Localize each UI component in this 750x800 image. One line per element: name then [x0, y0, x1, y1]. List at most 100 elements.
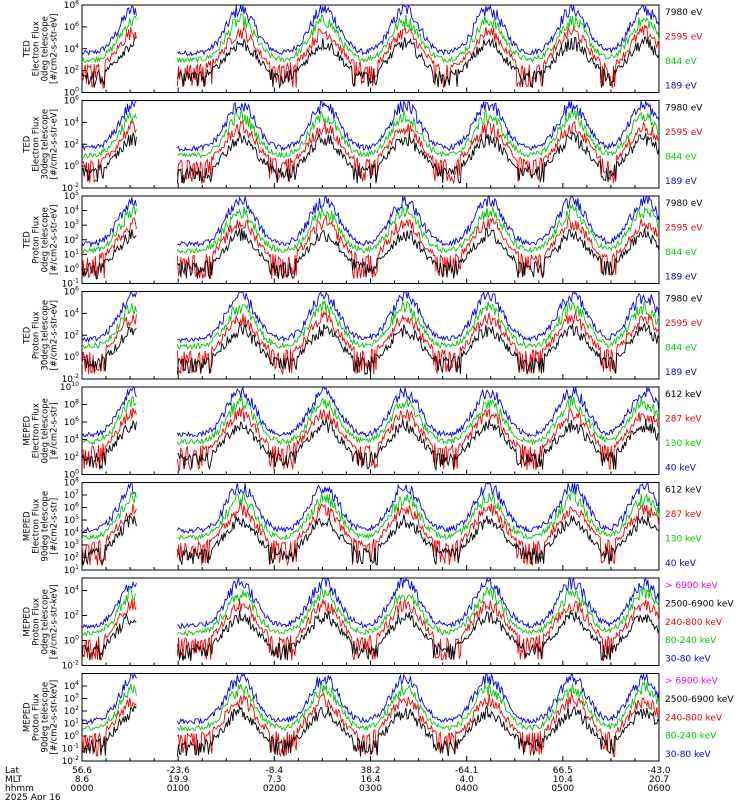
- legend-entry: 40 keV: [665, 464, 697, 474]
- x-tick-mlt: 8.6: [75, 775, 90, 785]
- series-line-7980-ev: [81, 131, 660, 184]
- series-line-189-ev: [81, 290, 660, 344]
- legend-entry: 287 keV: [665, 415, 702, 425]
- series-line-130-kev: [81, 490, 660, 542]
- legend-entry: 7980 eV: [665, 199, 703, 209]
- series-line-30-80-kev: [81, 577, 660, 630]
- y-tick-label: 1010: [60, 381, 79, 393]
- series-line-80-240-kev: [81, 680, 660, 733]
- legend-entry: 844 eV: [665, 57, 698, 67]
- x-tick-lat: -23.6: [167, 766, 191, 776]
- legend-entry: 240-800 keV: [665, 713, 723, 723]
- series-line-2500-6900-kev: [81, 610, 660, 661]
- series-line-40-kev: [81, 482, 660, 534]
- series-line-287-kev: [81, 407, 660, 472]
- y-tick-label: 107: [64, 489, 79, 501]
- series-line-130-kev: [81, 396, 660, 446]
- legend-entry: 844 eV: [665, 153, 698, 163]
- y-axis-label-line: [#/cm2-s-str-eV]: [50, 109, 60, 179]
- y-axis-label-line: Electron Flux: [32, 403, 42, 458]
- y-axis-label-line: MEPED: [23, 702, 33, 732]
- panel-7: 10-2 100 102 104 MEPED Proton Flux 0deg telesc…: [23, 577, 734, 672]
- y-axis-label-line: TED: [23, 231, 33, 250]
- y-tick-label: 101: [64, 248, 79, 260]
- y-tick-label: 100: [64, 351, 79, 363]
- y-tick-label: 102: [64, 234, 79, 246]
- series-line-240-800-kev: [81, 598, 660, 662]
- y-axis-label-line: TED: [23, 135, 33, 154]
- y-tick-label: 100: [64, 635, 79, 647]
- legend-entry: 7980 eV: [665, 8, 703, 18]
- y-axis-label-line: Proton Flux: [32, 693, 42, 741]
- y-tick-label: 102: [64, 329, 79, 341]
- y-axis-label: MEPED Proton Flux 0deg telescope [#/cm2-s-s…: [23, 584, 60, 659]
- legend-entry: 2595 eV: [665, 33, 703, 43]
- y-tick-label: 100: [64, 263, 79, 275]
- y-axis-label-line: MEPED: [23, 511, 33, 541]
- y-tick-label: 106: [64, 416, 79, 428]
- legend-entry: 844 eV: [665, 344, 698, 354]
- y-tick-label: 104: [64, 43, 79, 55]
- series-line-844-ev: [81, 300, 660, 351]
- y-axis-label-line: [#/cm2-s-str]: [50, 402, 60, 459]
- series-line-844-ev: [81, 13, 660, 65]
- y-tick-label: 100: [64, 87, 79, 99]
- legend-entry: 240-800 keV: [665, 618, 723, 628]
- x-tick-hhmm: 0200: [263, 784, 286, 794]
- y-tick-label: 106: [64, 286, 79, 298]
- y-axis-label-line: 0deg telescope: [41, 16, 51, 81]
- legend-entry: 2595 eV: [665, 128, 703, 138]
- x-row-label: hhmm: [5, 784, 34, 794]
- y-axis-label-line: [#/cm2-s-str]: [50, 498, 60, 555]
- y-axis-label-line: 30deg telescope: [41, 300, 51, 371]
- legend-entry: 80-240 keV: [665, 636, 717, 646]
- x-tick-mlt: 10.4: [553, 775, 573, 785]
- y-tick-label: 106: [64, 502, 79, 514]
- y-tick-label: 104: [64, 585, 79, 597]
- x-row-label: Lat: [5, 766, 20, 776]
- y-axis-label-line: 0deg telescope: [41, 589, 51, 654]
- legend-entry: 40 keV: [665, 559, 697, 569]
- y-axis-label-line: [#/cm2-s-str-eV]: [50, 300, 60, 370]
- series-line-240-800-kev: [81, 692, 660, 757]
- x-tick-hhmm: 0300: [359, 784, 382, 794]
- y-axis-label: TED Proton Flux 30deg telescope [#/cm2-s-st…: [23, 300, 60, 371]
- y-tick-label: 104: [64, 116, 79, 128]
- y-tick-label: 10-1: [62, 743, 80, 755]
- legend-entry: 130 keV: [665, 439, 702, 449]
- y-tick-label: 102: [64, 610, 79, 622]
- legend-entry: 2500-6900 keV: [665, 695, 734, 705]
- legend-entry: 30-80 keV: [665, 750, 711, 760]
- y-tick-label: 104: [64, 527, 79, 539]
- x-tick-hhmm: 0500: [551, 784, 574, 794]
- series-line-2595-ev: [81, 23, 660, 89]
- y-axis-label-line: 90deg telescope: [41, 491, 51, 562]
- series-line-844-ev: [81, 108, 660, 159]
- series-line-612-kev: [81, 514, 660, 567]
- y-axis-label-line: 30deg telescope: [41, 109, 51, 180]
- y-tick-label: 102: [64, 138, 79, 150]
- y-axis-label: MEPED Electron Flux 90deg telescope [#/cm2-…: [23, 491, 60, 562]
- x-tick-mlt: 7.3: [267, 775, 281, 785]
- y-axis-label-line: Electron Flux: [32, 21, 42, 76]
- legend-entry: 612 keV: [665, 390, 702, 400]
- legend-entry: 189 eV: [665, 368, 698, 378]
- x-tick-mlt: 19.9: [168, 775, 188, 785]
- y-tick-label: 10-2: [62, 373, 80, 385]
- x-tick-lat: 66.5: [553, 766, 573, 776]
- y-tick-label: 104: [64, 205, 79, 217]
- legend-entry: 2500-6900 keV: [665, 599, 734, 609]
- legend-entry: 2595 eV: [665, 319, 703, 329]
- y-axis-label-line: Proton Flux: [32, 598, 42, 646]
- y-axis-label-line: MEPED: [23, 415, 33, 445]
- x-tick-hhmm: 0000: [71, 784, 94, 794]
- y-tick-label: 105: [64, 514, 79, 526]
- y-tick-label: 106: [64, 21, 79, 33]
- legend-entry: 30-80 keV: [665, 655, 711, 665]
- x-tick-lat: -64.1: [455, 766, 478, 776]
- x-tick-mlt: 4.0: [460, 775, 475, 785]
- y-tick-label: 100: [64, 160, 79, 172]
